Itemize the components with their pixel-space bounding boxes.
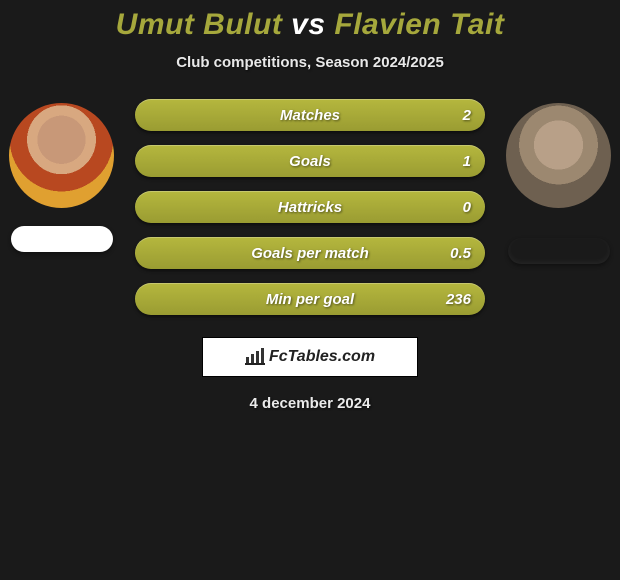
stat-label: Hattricks (278, 199, 342, 216)
player1-photo (9, 103, 114, 208)
stat-row-goals: Goals 1 (135, 145, 485, 177)
stat-row-hattricks: Hattricks 0 (135, 191, 485, 223)
source-logo[interactable]: FcTables.com (202, 337, 418, 377)
subtitle: Club competitions, Season 2024/2025 (0, 54, 620, 71)
stat-label: Goals per match (251, 245, 369, 262)
stat-right-value: 2 (463, 107, 471, 124)
main-row: Matches 2 Goals 1 Hattricks 0 Goals per … (0, 99, 620, 315)
snapshot-date: 4 december 2024 (0, 395, 620, 412)
player1-name: Umut Bulut (116, 8, 283, 41)
stat-row-matches: Matches 2 (135, 99, 485, 131)
stat-label: Matches (280, 107, 340, 124)
player-right-column (505, 99, 612, 264)
stats-column: Matches 2 Goals 1 Hattricks 0 Goals per … (135, 99, 485, 315)
page-title: Umut Bulut vs Flavien Tait (0, 8, 620, 42)
player2-name: Flavien Tait (334, 8, 504, 41)
stat-right-value: 1 (463, 153, 471, 170)
bar-chart-icon (245, 349, 265, 365)
logo-text: FcTables.com (269, 348, 375, 366)
vs-text: vs (291, 8, 325, 41)
player2-name-pill (508, 238, 610, 264)
stat-right-value: 236 (446, 291, 471, 308)
stat-right-value: 0 (463, 199, 471, 216)
stat-right-value: 0.5 (450, 245, 471, 262)
stat-label: Goals (289, 153, 331, 170)
comparison-card: Umut Bulut vs Flavien Tait Club competit… (0, 0, 620, 412)
player1-name-pill (11, 226, 113, 252)
player2-photo (506, 103, 611, 208)
stat-row-min-per-goal: Min per goal 236 (135, 283, 485, 315)
stat-label: Min per goal (266, 291, 354, 308)
stat-row-goals-per-match: Goals per match 0.5 (135, 237, 485, 269)
player-left-column (8, 99, 115, 252)
